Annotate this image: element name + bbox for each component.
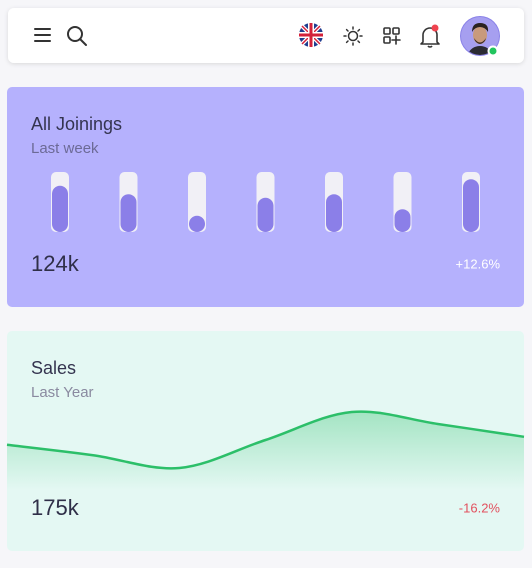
theme-toggle[interactable] [343, 26, 363, 46]
card-title: Sales [31, 358, 76, 378]
line [6, 410, 525, 470]
card-subtitle: Last week [31, 140, 99, 157]
line-chart [6, 410, 525, 490]
apps-button[interactable] [383, 27, 401, 45]
bar-chart [51, 172, 480, 232]
bar [394, 209, 411, 232]
change-value: -16.2% [459, 500, 501, 515]
menu-button[interactable] [34, 28, 51, 42]
change-value: +12.6% [456, 256, 501, 271]
notifications-button[interactable] [420, 24, 440, 48]
sales-card: Sales Last Year 175k -16.2% [6, 331, 525, 551]
line-area [7, 411, 524, 490]
language-flag[interactable] [299, 23, 323, 47]
bar [326, 194, 342, 232]
card-title: All Joinings [31, 114, 122, 134]
bar [463, 179, 479, 232]
bar [189, 215, 205, 232]
card-subtitle: Last Year [31, 384, 94, 401]
search-button[interactable] [67, 26, 87, 46]
top-bar [8, 8, 524, 63]
bar [52, 185, 68, 232]
bar-track [188, 172, 206, 232]
headline-value: 175k [31, 495, 80, 520]
top-bar-bg [8, 8, 524, 63]
joinings-card: All Joinings Last week 124k +12.6% [7, 87, 524, 307]
bar [257, 197, 274, 232]
user-avatar[interactable] [460, 16, 500, 58]
bar [120, 194, 137, 232]
headline-value: 124k [31, 251, 80, 276]
